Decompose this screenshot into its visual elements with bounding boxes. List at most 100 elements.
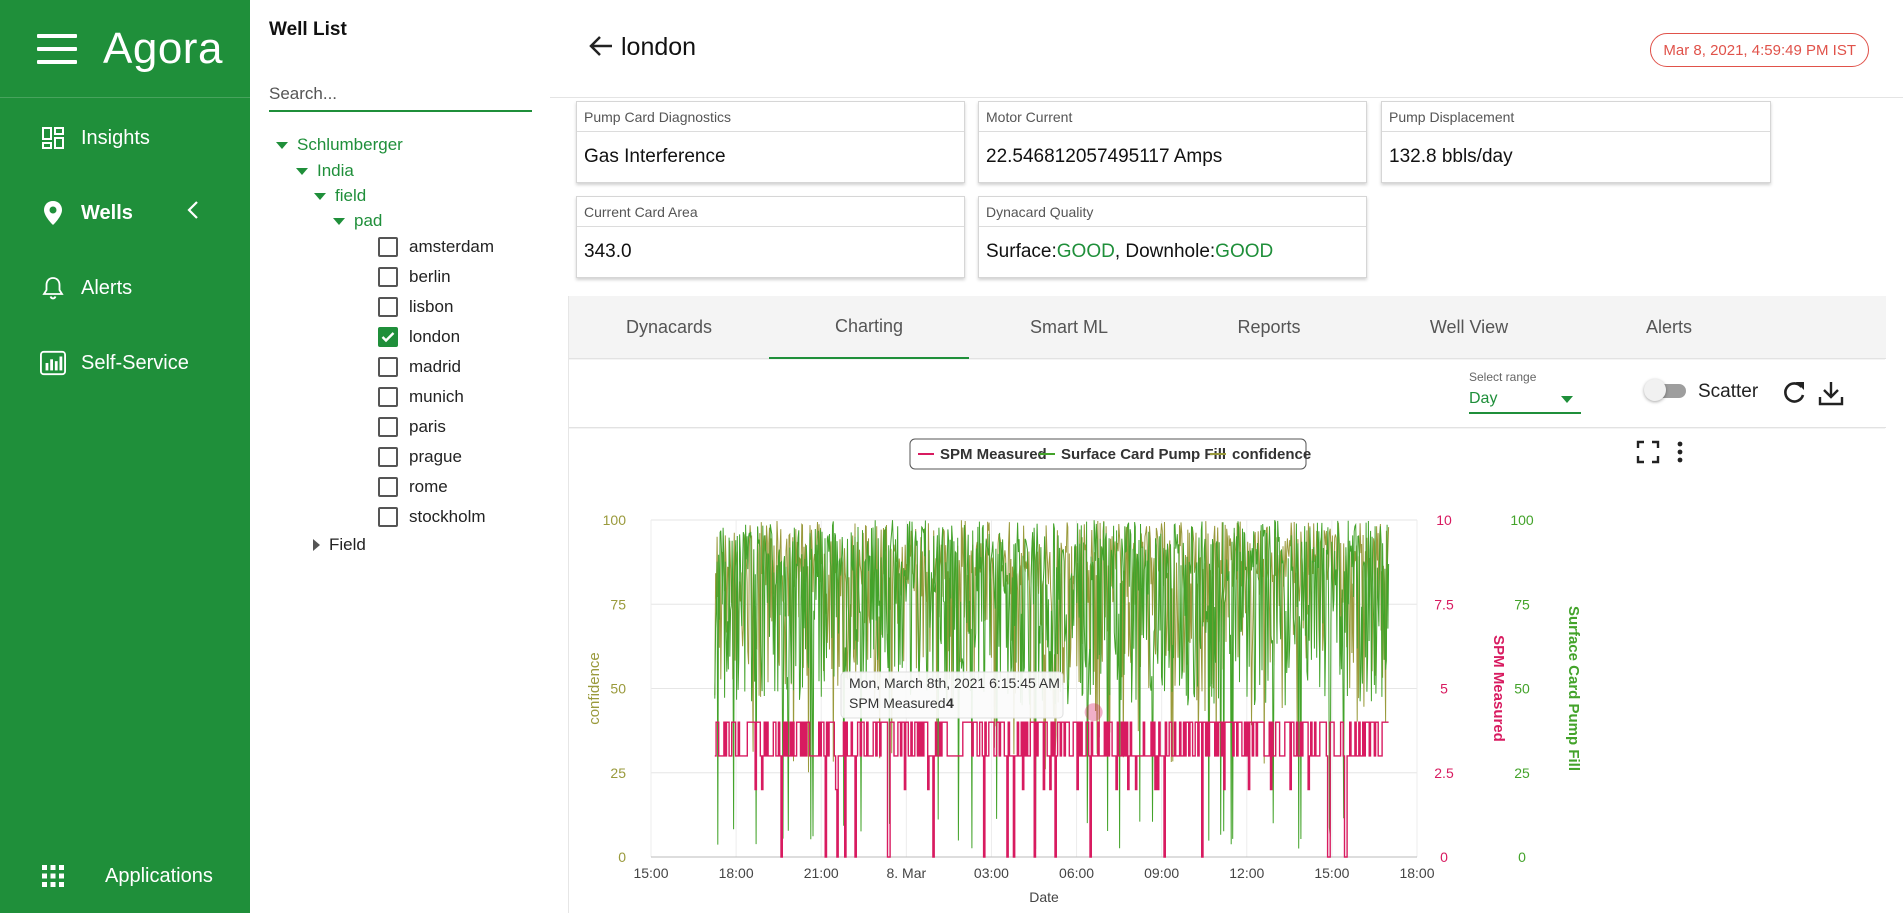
checkbox-icon[interactable] — [378, 237, 398, 257]
card-pump-card-diagnostics: Pump Card Diagnostics Gas Interference — [576, 101, 965, 183]
nav-item-applications[interactable]: Applications — [0, 846, 250, 906]
caret-down-icon[interactable] — [333, 217, 345, 225]
x-tick-label: 15:00 — [1314, 865, 1349, 881]
nav-header: Agora — [0, 0, 250, 98]
brand-logo: Agora — [103, 23, 223, 73]
refresh-icon[interactable] — [1780, 379, 1808, 407]
chevron-left-icon[interactable] — [186, 199, 200, 227]
x-axis-label: Date — [1029, 889, 1059, 905]
checkbox-icon[interactable] — [378, 267, 398, 287]
nav-item-insights[interactable]: Insights — [0, 108, 250, 168]
well-item[interactable]: paris — [378, 412, 446, 442]
legend-label: confidence — [1232, 446, 1311, 463]
caret-down-icon[interactable] — [276, 141, 288, 149]
checkbox-icon[interactable] — [378, 297, 398, 317]
chart-toolbar: Select range Day Scatter — [569, 360, 1886, 428]
back-arrow-icon[interactable] — [587, 32, 615, 60]
toggle-knob — [1644, 379, 1666, 401]
tab-dynacards[interactable]: Dynacards — [625, 317, 713, 337]
well-item[interactable]: lisbon — [378, 292, 453, 322]
y-tick-label: 2.5 — [1434, 765, 1454, 781]
surface-label: Surface: — [986, 241, 1057, 262]
y-axis-label: Surface Card Pump Fill — [1565, 606, 1582, 771]
y-tick-label: 25 — [1514, 765, 1530, 781]
well-item-label: paris — [409, 417, 446, 436]
well-item[interactable]: munich — [378, 382, 464, 412]
tab-well-view[interactable]: Well View — [1429, 317, 1509, 337]
caret-down-icon[interactable] — [314, 192, 326, 200]
checkbox-icon[interactable] — [378, 477, 398, 497]
nav-label: Wells — [81, 201, 133, 224]
well-item[interactable]: madrid — [378, 352, 461, 382]
x-tick-label: 18:00 — [719, 865, 754, 881]
checkbox-icon[interactable] — [378, 357, 398, 377]
card-dynacard-quality: Dynacard Quality Surface: GOOD, Downhole… — [978, 196, 1367, 278]
tree-node-other-field[interactable]: Field — [313, 532, 366, 558]
y-tick-label: 75 — [610, 596, 626, 612]
well-item[interactable]: london — [378, 322, 460, 352]
well-item[interactable]: prague — [378, 442, 462, 472]
well-search-input[interactable] — [269, 78, 532, 112]
x-tick-label: 06:00 — [1059, 865, 1094, 881]
well-item[interactable]: stockholm — [378, 502, 486, 532]
caret-down-icon[interactable] — [296, 167, 308, 175]
series-line-pump-fill — [714, 520, 1390, 850]
scatter-toggle[interactable] — [1644, 379, 1688, 401]
range-select-value: Day — [1469, 390, 1498, 407]
tab-charting[interactable]: Charting — [769, 296, 969, 359]
tab-smart-ml[interactable]: Smart ML — [1029, 317, 1108, 337]
apps-grid-icon — [40, 863, 66, 889]
hamburger-menu-icon[interactable] — [37, 33, 77, 64]
well-list-panel: Well List Schlumberger India field pad a… — [250, 0, 550, 913]
well-item[interactable]: amsterdam — [378, 232, 494, 262]
surface-quality-value: GOOD — [1056, 241, 1115, 262]
well-item-label: london — [409, 327, 461, 346]
tree-node-country[interactable]: India — [296, 158, 354, 184]
chart-area: SPM Measured Surface Card Pump Fill confid… — [569, 429, 1886, 913]
download-icon[interactable] — [1817, 379, 1845, 407]
checkbox-icon[interactable] — [378, 387, 398, 407]
dashboard-icon — [40, 125, 66, 151]
tree-node-pad[interactable]: pad — [333, 208, 382, 234]
nav-item-self-service[interactable]: Self-Service — [0, 333, 250, 393]
well-item-label: lisbon — [409, 297, 454, 316]
checkbox-icon[interactable] — [378, 447, 398, 467]
checkbox-icon[interactable] — [378, 507, 398, 527]
nav-item-wells[interactable]: Wells — [0, 183, 250, 243]
nav-item-alerts[interactable]: Alerts — [0, 258, 250, 318]
card-label: Current Card Area — [577, 197, 964, 227]
well-item-label: berlin — [409, 267, 451, 286]
tree-node-label: pad — [354, 211, 383, 230]
y-tick-label: 0 — [1518, 849, 1526, 865]
legend-box — [909, 438, 1307, 470]
y-tick-label: 100 — [1510, 512, 1534, 528]
series-line-spm — [714, 721, 1389, 858]
nav-label: Alerts — [81, 276, 133, 299]
checkbox-icon[interactable] — [378, 417, 398, 437]
legend-label: Surface Card Pump Fill — [1061, 446, 1226, 463]
tree-node-label: Schlumberger — [297, 135, 403, 154]
well-list-title: Well List — [269, 19, 347, 40]
tree-node-field[interactable]: field — [314, 183, 366, 209]
chart-bar-icon — [40, 350, 66, 376]
tab-alerts[interactable]: Alerts — [1645, 317, 1692, 337]
downhole-quality-value: GOOD — [1215, 241, 1274, 262]
more-vert-icon[interactable] — [1667, 439, 1693, 465]
range-select-label: Select range — [1469, 370, 1537, 384]
well-item[interactable]: rome — [378, 472, 448, 502]
fullscreen-icon[interactable] — [1635, 439, 1661, 465]
downhole-label: , Downhole: — [1114, 241, 1216, 262]
checkbox-checked-icon[interactable] — [378, 327, 398, 347]
y-tick-label: 100 — [603, 512, 627, 528]
range-select[interactable]: Day — [1469, 386, 1581, 414]
tab-reports[interactable]: Reports — [1237, 317, 1301, 337]
caret-right-icon[interactable] — [313, 539, 320, 551]
x-tick-label: 18:00 — [1399, 865, 1434, 881]
well-item-label: stockholm — [409, 507, 486, 526]
tree-node-root[interactable]: Schlumberger — [276, 132, 403, 158]
y-tick-label: 0 — [618, 849, 626, 865]
tooltip-series: SPM Measured : — [849, 695, 953, 711]
card-label: Dynacard Quality — [979, 197, 1366, 227]
well-item[interactable]: berlin — [378, 262, 451, 292]
tab-bar: Dynacards Charting Smart ML Reports Well… — [569, 296, 1886, 359]
